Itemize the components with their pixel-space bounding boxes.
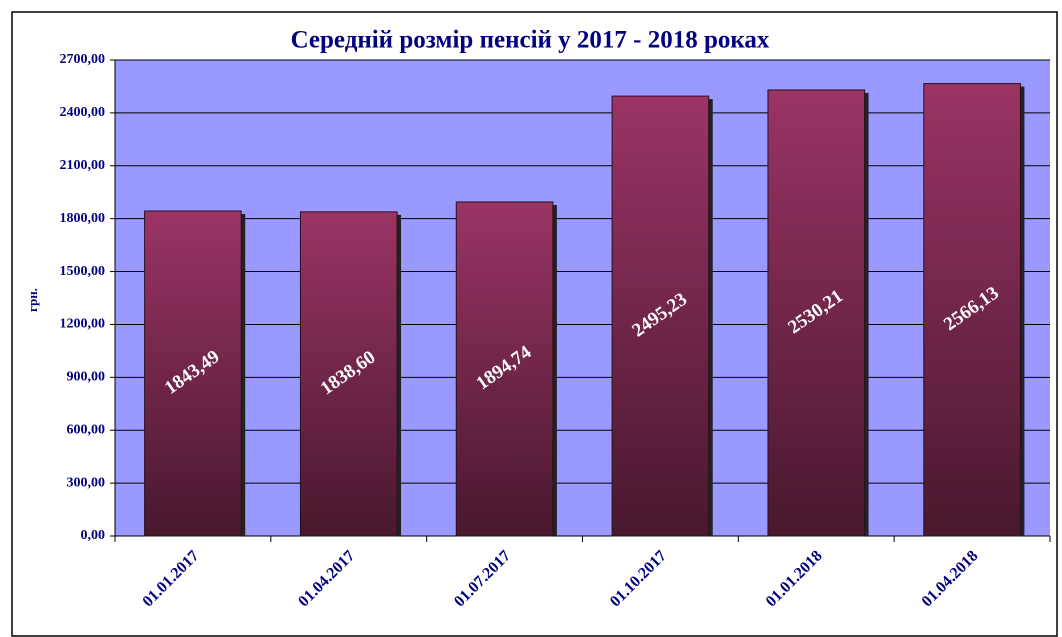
y-tick-label: 2100,00: [60, 158, 106, 173]
y-tick-label: 1500,00: [60, 264, 106, 279]
y-tick-label: 0,00: [81, 528, 106, 543]
bar: [299, 211, 398, 537]
y-tick-label: 1200,00: [60, 317, 106, 332]
bar: [144, 210, 242, 537]
y-axis-label: грн.: [25, 288, 40, 312]
chart-title: Середній розмір пенсій у 2017 - 2018 рок…: [291, 27, 770, 54]
y-tick-label: 300,00: [67, 475, 106, 490]
plot-area: [115, 60, 1050, 536]
y-tick-label: 2700,00: [60, 52, 106, 67]
y-tick-label: 900,00: [67, 370, 106, 385]
bar: [923, 83, 1021, 537]
bar: [767, 89, 866, 537]
y-tick-label: 600,00: [67, 422, 106, 437]
bar: [455, 201, 554, 537]
y-tick-label: 1800,00: [60, 211, 106, 226]
bar: [611, 95, 710, 537]
y-tick-label: 2400,00: [60, 105, 106, 120]
